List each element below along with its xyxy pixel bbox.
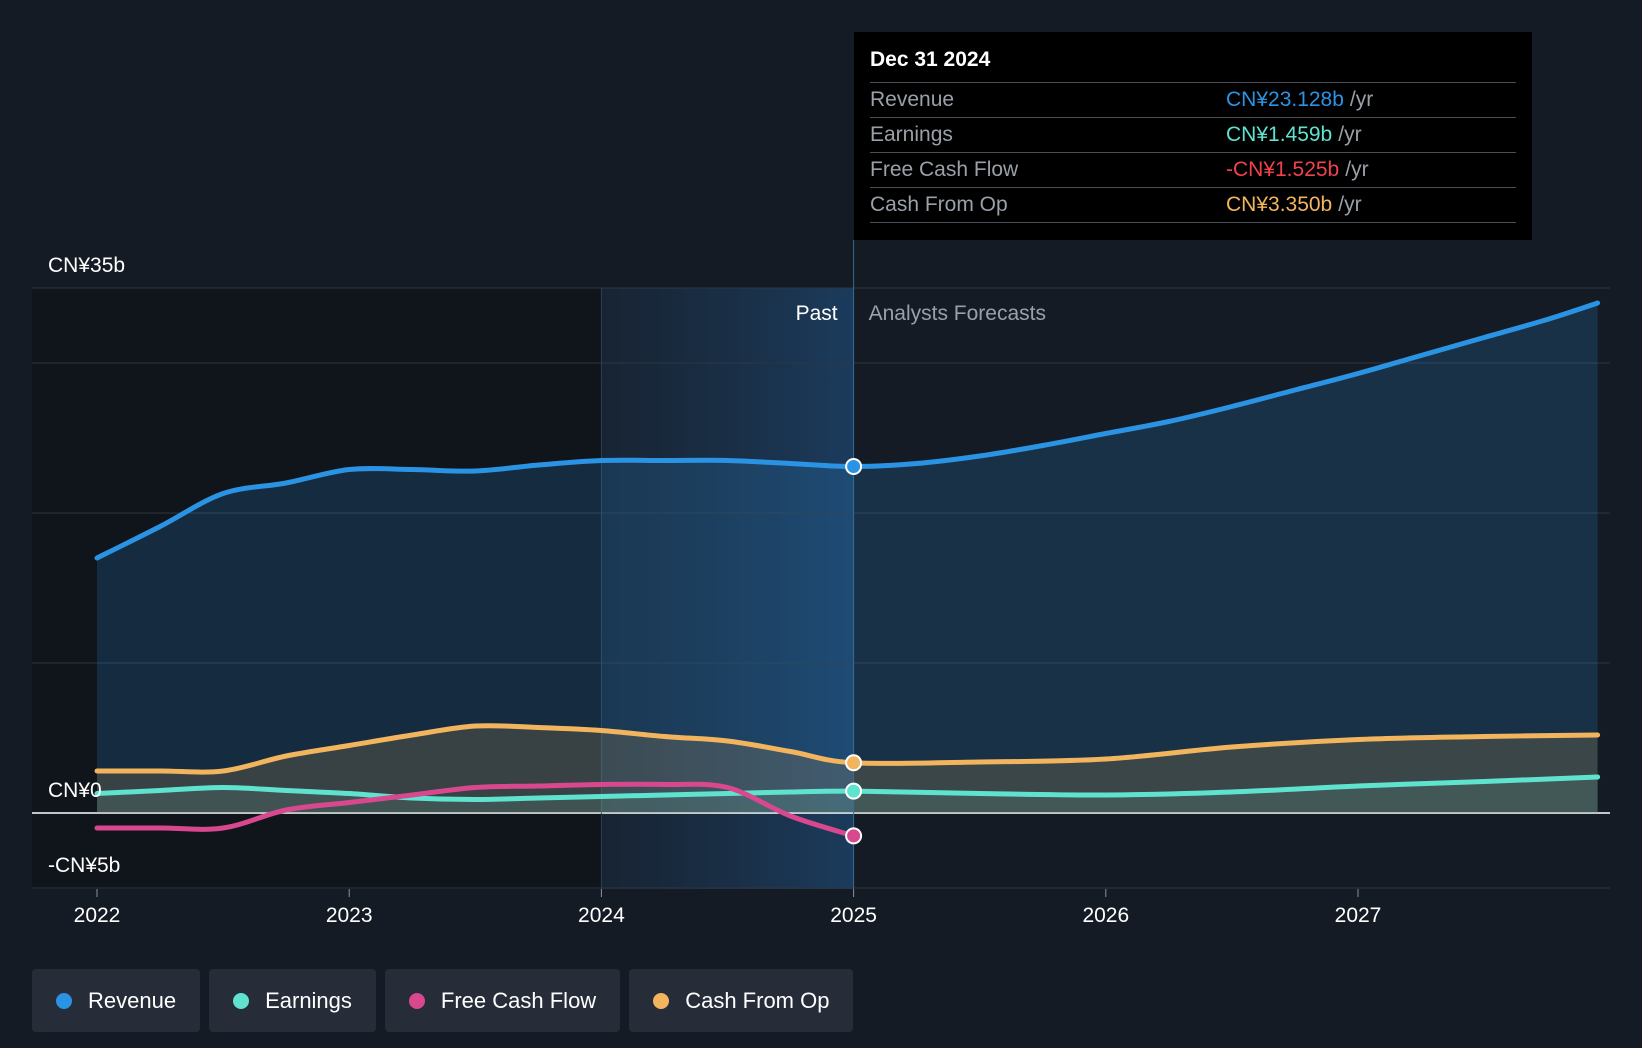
cash-from-op-marker[interactable] [845, 754, 863, 772]
tooltip-row-free-cash-flow: Free Cash Flow -CN¥1.525b /yr [870, 152, 1516, 187]
legend-dot-icon [408, 992, 425, 1009]
tooltip-label: Revenue [870, 88, 955, 111]
tooltip-value: -CN¥1.525b [1226, 158, 1340, 181]
legend-item-earnings[interactable]: Earnings [209, 969, 376, 1032]
legend-dot-icon [233, 992, 250, 1009]
tooltip-unit: /yr [1345, 158, 1369, 181]
tooltip-unit: /yr [1338, 193, 1362, 216]
legend-dot-icon [56, 992, 72, 1009]
x-tick-label: 2027 [1335, 904, 1382, 927]
tooltip-label: Free Cash Flow [870, 158, 1019, 181]
x-tick-label: 2026 [1082, 904, 1129, 927]
x-tick-label: 2022 [74, 904, 121, 927]
cash-from-op-line [94, 723, 1601, 775]
tooltip-date: Dec 31 2024 [870, 48, 991, 71]
x-axis: 2022 2023 2024 2025 2026 2027 [74, 889, 1382, 927]
legend-label: Cash From Op [685, 987, 830, 1013]
legend-item-cash-from-op[interactable]: Cash From Op [629, 969, 854, 1032]
past-label: Past [796, 302, 838, 325]
free-cash-flow-line [94, 781, 857, 839]
gridlines [32, 287, 1610, 889]
tooltip-row-earnings: Earnings CN¥1.459b /yr [870, 117, 1516, 152]
earnings-marker[interactable] [845, 782, 863, 800]
y-tick-label: -CN¥5b [48, 854, 120, 877]
y-tick-label: CN¥35b [48, 254, 125, 277]
x-tick-label: 2024 [578, 904, 625, 927]
legend-item-revenue[interactable]: Revenue [32, 969, 201, 1032]
earnings-line [94, 774, 1601, 802]
revenue-area [97, 303, 1598, 813]
tooltip-label: Cash From Op [870, 193, 1008, 216]
tooltip-value: CN¥1.459b [1226, 123, 1333, 146]
x-tick-label: 2023 [326, 904, 373, 927]
tooltip-label: Earnings [870, 123, 953, 146]
legend-dot-icon [653, 992, 670, 1009]
data-markers [845, 458, 863, 845]
tooltip-unit: /yr [1338, 123, 1362, 146]
tooltip-row-cash-from-op: Cash From Op CN¥3.350b /yr [870, 187, 1516, 223]
x-tick-label: 2025 [830, 904, 877, 927]
tooltip-row-revenue: Revenue CN¥23.128b /yr [870, 82, 1516, 117]
series-lines [94, 300, 1601, 839]
legend: Revenue Earnings Free Cash Flow Cash Fro… [32, 969, 854, 1032]
tooltip-value: CN¥23.128b [1226, 88, 1344, 111]
y-tick-label: CN¥0 [48, 779, 102, 802]
free-cash-flow-marker[interactable] [845, 827, 863, 845]
chart-area: Past Analysts Forecasts CN¥35b CN¥0 -CN¥5b… [32, 240, 1610, 927]
legend-item-free-cash-flow[interactable]: Free Cash Flow [384, 969, 621, 1032]
legend-label: Free Cash Flow [440, 987, 597, 1013]
y-axis-labels: CN¥35b CN¥0 -CN¥5b [48, 254, 125, 877]
legend-label: Earnings [265, 987, 352, 1013]
revenue-marker[interactable] [845, 458, 863, 475]
tooltip-unit: /yr [1349, 88, 1374, 111]
tooltip: Dec 31 2024 Revenue CN¥23.128b /yr Earni… [854, 32, 1532, 240]
tooltip-value: CN¥3.350b [1226, 193, 1333, 216]
forecast-label: Analysts Forecasts [869, 302, 1046, 325]
legend-label: Revenue [88, 987, 177, 1013]
